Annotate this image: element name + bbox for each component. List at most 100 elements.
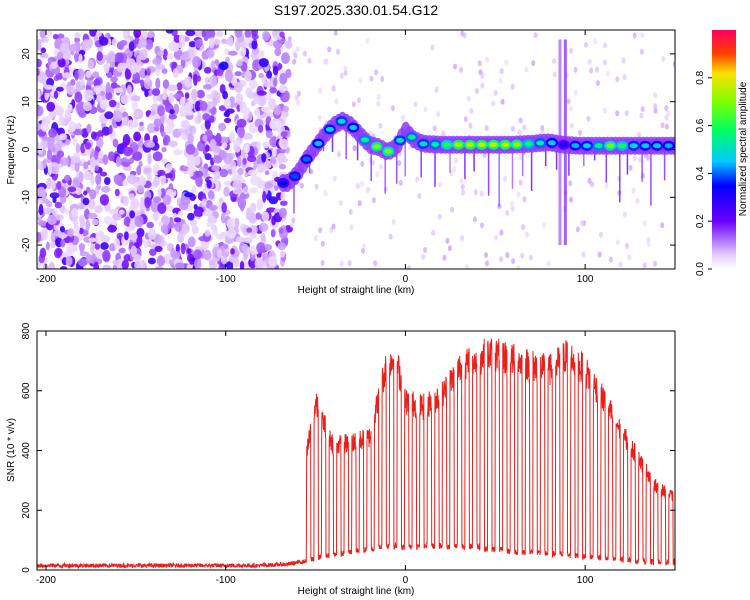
noise-speckle: [632, 155, 637, 162]
noise-speckle: [64, 117, 70, 125]
noise-speckle: [74, 161, 80, 173]
noise-speckle: [69, 43, 78, 53]
noise-speckle: [64, 109, 72, 120]
noise-speckle: [98, 150, 104, 159]
noise-speckle: [599, 231, 603, 238]
noise-speckle: [122, 134, 131, 146]
noise-speckle: [187, 212, 195, 221]
noise-speckle: [388, 233, 393, 240]
noise-speckle: [244, 70, 252, 82]
noise-speckle: [205, 30, 215, 38]
noise-speckle: [146, 67, 151, 76]
noise-speckle: [193, 30, 203, 38]
noise-speckle: [110, 76, 118, 83]
noise-speckle: [129, 193, 135, 200]
noise-speckle: [78, 203, 85, 210]
noise-speckle: [638, 156, 642, 163]
spectrogram-ytick-label: -20: [21, 237, 32, 252]
noise-speckle: [121, 259, 129, 269]
noise-speckle: [320, 240, 325, 247]
noise-speckle: [60, 239, 66, 248]
noise-speckle: [339, 260, 344, 267]
noise-speckle: [635, 197, 640, 204]
noise-speckle: [469, 108, 474, 114]
noise-speckle: [94, 205, 103, 214]
noise-speckle: [154, 245, 163, 252]
spectrogram-image: [37, 30, 675, 269]
noise-speckle: [397, 160, 402, 167]
ridge-core: [325, 126, 334, 132]
noise-speckle: [173, 149, 183, 156]
noise-speckle: [189, 218, 197, 227]
noise-speckle: [442, 254, 447, 261]
noise-speckle: [210, 60, 215, 69]
noise-speckle: [336, 151, 341, 158]
noise-speckle: [223, 98, 231, 109]
noise-speckle: [212, 145, 221, 153]
noise-speckle: [221, 142, 228, 149]
ridge-core: [501, 142, 510, 148]
noise-speckle: [621, 57, 626, 64]
ridge-core: [606, 143, 615, 149]
noise-speckle: [524, 66, 529, 73]
noise-speckle: [122, 146, 133, 157]
noise-speckle: [124, 67, 132, 80]
noise-speckle: [232, 179, 243, 190]
noise-speckle: [59, 226, 65, 233]
noise-speckle: [366, 187, 370, 193]
noise-speckle: [262, 190, 267, 203]
noise-speckle: [92, 71, 100, 79]
noise-speckle: [201, 30, 206, 38]
noise-speckle: [147, 240, 152, 248]
noise-speckle: [460, 183, 465, 190]
colorbar-label: Normalized spectral amplitude: [738, 81, 749, 216]
noise-speckle: [138, 176, 147, 187]
noise-speckle: [251, 40, 258, 50]
noise-speckle: [55, 72, 64, 80]
noise-speckle: [608, 256, 613, 263]
ridge-core: [477, 142, 486, 148]
noise-speckle: [274, 47, 282, 57]
noise-speckle: [89, 156, 97, 168]
noise-speckle: [333, 30, 338, 36]
noise-speckle: [581, 251, 586, 258]
noise-speckle: [605, 70, 610, 77]
noise-speckle: [162, 93, 167, 101]
noise-speckle: [114, 52, 124, 63]
noise-speckle: [205, 144, 210, 152]
noise-speckle: [505, 252, 510, 259]
noise-speckle: [277, 154, 285, 165]
noise-speckle: [578, 129, 582, 136]
noise-speckle: [133, 131, 142, 142]
noise-speckle: [566, 98, 571, 105]
noise-speckle: [276, 119, 282, 131]
noise-speckle: [279, 110, 289, 118]
noise-speckle: [464, 263, 469, 269]
noise-speckle: [568, 180, 573, 187]
noise-speckle: [510, 205, 515, 212]
noise-speckle: [156, 255, 166, 267]
noise-speckle: [542, 222, 547, 228]
noise-speckle: [232, 188, 243, 195]
noise-speckle: [131, 101, 138, 111]
noise-speckle: [160, 173, 166, 186]
figure-title: S197.2025.330.01.54.G12: [274, 2, 438, 18]
noise-speckle: [323, 58, 327, 65]
noise-speckle: [67, 103, 73, 111]
noise-speckle: [112, 138, 119, 148]
noise-speckle: [96, 94, 103, 102]
noise-speckle: [279, 31, 285, 38]
noise-speckle: [42, 158, 48, 169]
noise-speckle: [185, 144, 196, 155]
noise-speckle: [129, 210, 136, 219]
noise-speckle: [185, 30, 196, 37]
ridge-core: [372, 144, 381, 150]
noise-speckle: [642, 220, 647, 227]
noise-speckle: [327, 46, 332, 53]
noise-speckle: [62, 36, 70, 44]
noise-speckle: [237, 155, 242, 167]
noise-speckle: [162, 194, 172, 206]
noise-speckle: [139, 121, 144, 127]
noise-speckle: [47, 214, 57, 226]
noise-speckle: [625, 243, 629, 249]
